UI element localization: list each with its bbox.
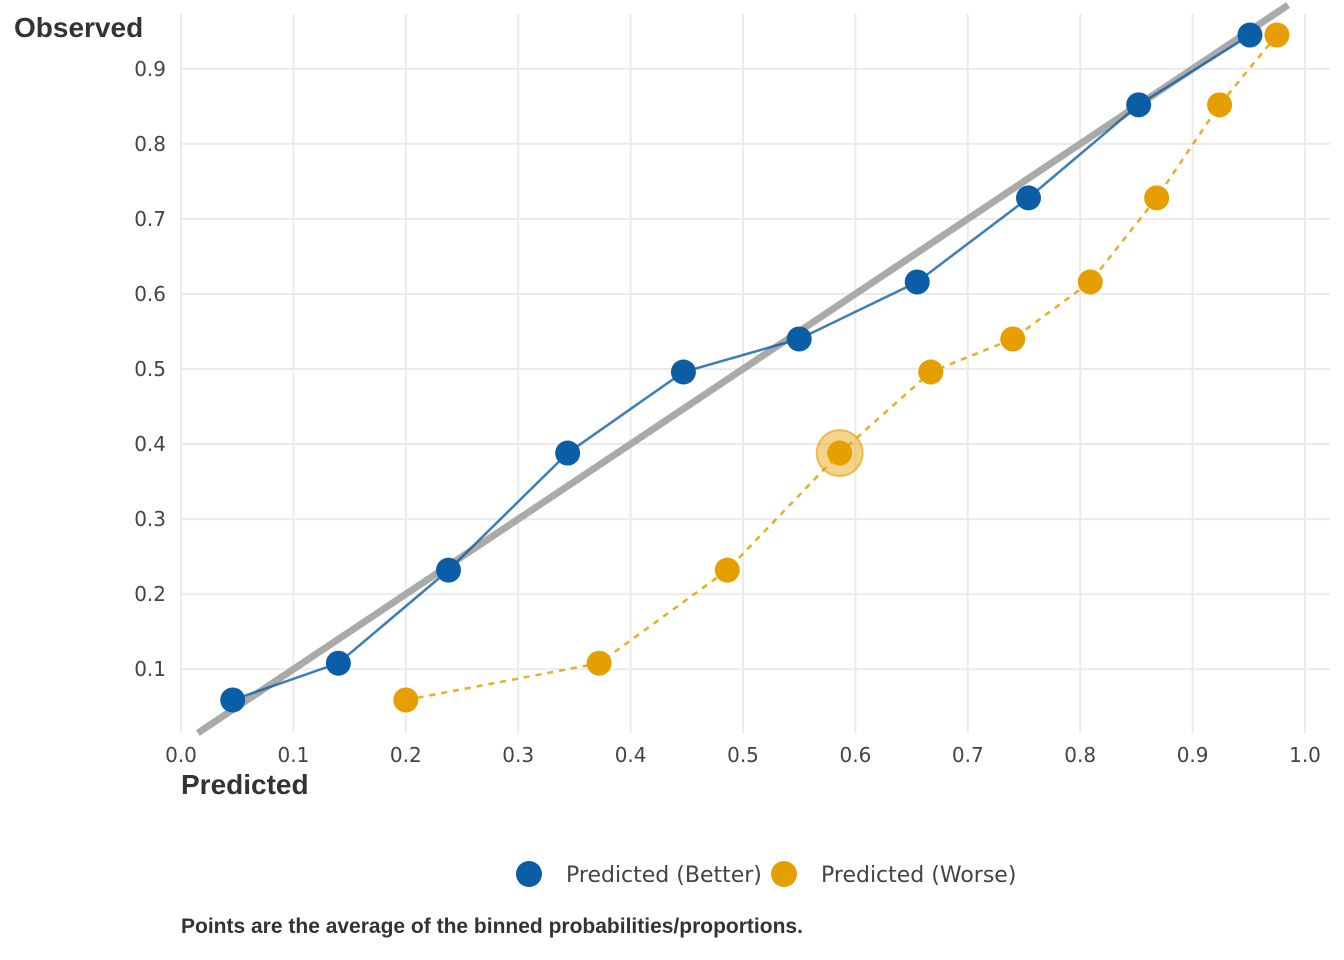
data-point-better xyxy=(325,650,351,676)
y-tick-label: 0.4 xyxy=(134,432,166,456)
data-point-worse xyxy=(1144,185,1170,211)
grid-lines xyxy=(180,14,1330,733)
data-point-worse xyxy=(586,650,612,676)
legend-swatch-better xyxy=(516,861,542,887)
data-point-better xyxy=(220,687,246,713)
x-tick-label: 0.4 xyxy=(615,743,647,767)
data-point-worse xyxy=(1077,269,1103,295)
x-tick-label: 0.0 xyxy=(165,743,197,767)
legend-swatch-worse xyxy=(771,861,797,887)
data-point-better xyxy=(904,269,930,295)
y-tick-label: 0.1 xyxy=(134,657,166,681)
data-point-better xyxy=(1237,22,1263,48)
legend-label-better: Predicted (Better) xyxy=(566,863,762,888)
x-tick-label: 1.0 xyxy=(1289,743,1321,767)
y-tick-label: 0.5 xyxy=(134,357,166,381)
x-tick-labels: 0.0 0.1 0.2 0.3 0.4 0.5 0.6 0.7 0.8 0.9 1.0 xyxy=(165,743,1321,767)
x-tick-label: 0.8 xyxy=(1064,743,1096,767)
x-tick-label: 0.5 xyxy=(727,743,759,767)
y-tick-label: 0.6 xyxy=(134,282,166,306)
y-tick-label: 0.7 xyxy=(134,207,166,231)
x-tick-label: 0.7 xyxy=(952,743,984,767)
series-line-better xyxy=(232,33,1251,702)
data-point-better xyxy=(436,557,462,583)
y-tick-label: 0.2 xyxy=(134,582,166,606)
data-point-better xyxy=(555,440,581,466)
data-point-better xyxy=(1126,92,1152,118)
data-point-worse xyxy=(1207,92,1233,118)
data-point-worse xyxy=(827,440,853,466)
data-point-worse xyxy=(393,687,419,713)
data-point-better xyxy=(1015,185,1041,211)
data-point-worse xyxy=(714,557,740,583)
y-axis-title: Observed xyxy=(14,12,143,43)
x-tick-label: 0.3 xyxy=(502,743,534,767)
y-tick-label: 0.9 xyxy=(134,57,166,81)
reference-line xyxy=(195,2,1291,736)
data-point-better xyxy=(670,359,696,385)
series-lines xyxy=(232,33,1278,702)
y-tick-labels: 0.1 0.2 0.3 0.4 0.5 0.6 0.7 0.8 0.9 xyxy=(134,57,166,681)
series-line-worse xyxy=(405,34,1278,702)
x-tick-label: 0.1 xyxy=(277,743,309,767)
data-point-better xyxy=(786,326,812,352)
legend: Predicted (Better) Predicted (Worse) xyxy=(516,861,1016,888)
x-tick-label: 0.9 xyxy=(1177,743,1209,767)
x-tick-label: 0.6 xyxy=(839,743,871,767)
data-point-worse xyxy=(918,359,944,385)
data-point-worse xyxy=(1000,326,1026,352)
x-axis-title: Predicted xyxy=(181,769,309,800)
legend-label-worse: Predicted (Worse) xyxy=(821,863,1016,888)
x-tick-label: 0.2 xyxy=(390,743,422,767)
y-tick-label: 0.3 xyxy=(134,507,166,531)
chart-caption: Points are the average of the binned pro… xyxy=(181,915,803,938)
y-tick-label: 0.8 xyxy=(134,132,166,156)
data-point-worse xyxy=(1264,22,1290,48)
series-points xyxy=(220,22,1290,713)
